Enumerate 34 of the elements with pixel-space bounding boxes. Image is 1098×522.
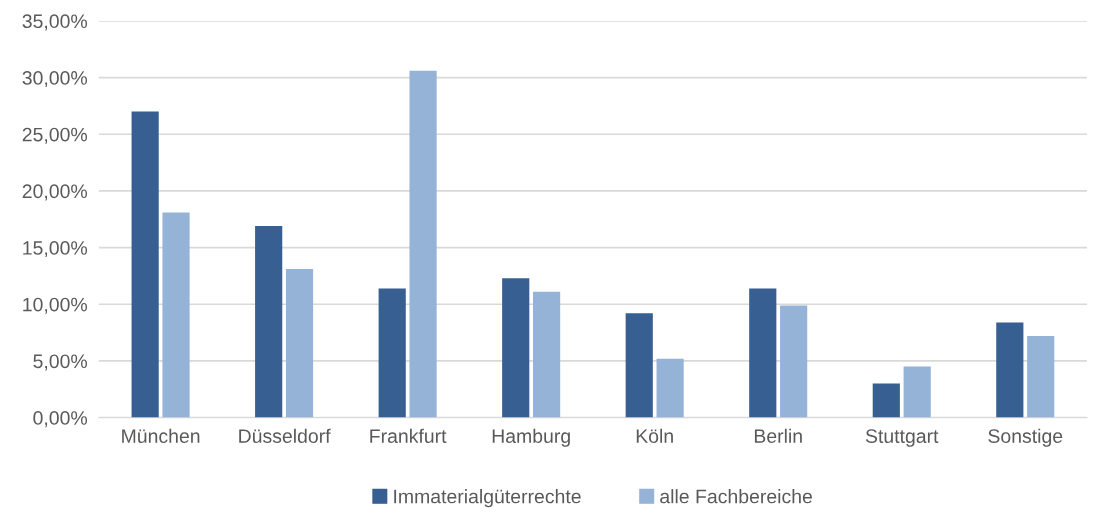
y-tick-label: 5,00% <box>33 354 88 371</box>
y-tick-label: 10,00% <box>23 297 88 314</box>
bar <box>533 291 561 418</box>
bar <box>131 111 159 418</box>
bar <box>780 305 808 418</box>
x-tick-label: München <box>122 428 200 443</box>
bar <box>502 278 530 418</box>
bar <box>409 70 437 418</box>
bar <box>903 366 931 418</box>
bar <box>255 226 283 418</box>
x-tick-label: Berlin <box>754 428 802 443</box>
x-tick-label: Köln <box>636 428 673 443</box>
bar <box>285 269 314 418</box>
y-tick-label: 15,00% <box>23 241 88 258</box>
y-tick-label: 25,00% <box>22 127 88 144</box>
x-tick-label: Hamburg <box>492 428 570 447</box>
x-tick-label: Stuttgart <box>865 429 939 447</box>
bar <box>656 358 684 418</box>
x-tick-label: Sonstige <box>988 428 1063 447</box>
y-tick-label: 20,00% <box>22 184 88 201</box>
y-tick-label: 30,00% <box>22 71 88 88</box>
bar <box>378 288 406 418</box>
bar <box>625 313 653 418</box>
legend-label: alle Fachbereiche <box>660 489 812 504</box>
bar <box>1027 335 1055 418</box>
y-tick-label: 0,00% <box>33 411 88 428</box>
bar <box>872 383 900 418</box>
x-tick-label: Frankfurt <box>370 428 447 443</box>
y-tick-label: 35,00% <box>22 14 88 31</box>
x-tick-label: Düsseldorf <box>239 428 331 443</box>
bar <box>162 212 190 418</box>
legend-label: Immaterialgüterrechte <box>394 489 581 508</box>
bar <box>749 288 777 418</box>
bar <box>996 322 1024 418</box>
